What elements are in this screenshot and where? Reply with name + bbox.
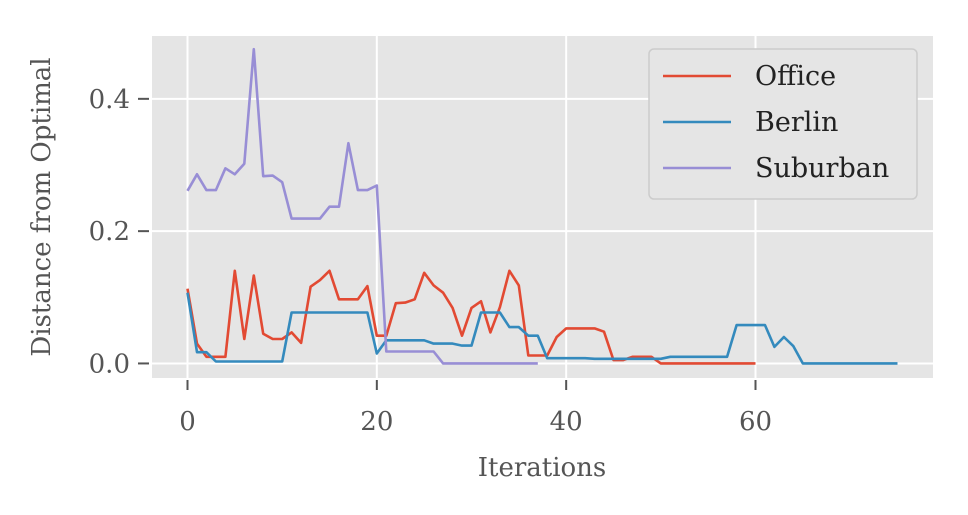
x-tick-label: 60 (739, 407, 772, 437)
series-group (186, 47, 898, 365)
series-line-office (186, 269, 756, 365)
series-line-suburban (186, 47, 538, 365)
legend-label-office: Office (755, 61, 836, 92)
x-tick-label: 0 (179, 407, 196, 437)
y-axis-label: Distance from Optimal (27, 57, 57, 356)
x-tick-label: 20 (360, 407, 393, 437)
legend-box (648, 48, 918, 200)
legend-label-suburban: Suburban (755, 153, 889, 184)
y-tick-label: 0.2 (89, 217, 130, 247)
legend-label-berlin: Berlin (755, 107, 838, 138)
y-tick-label: 0.0 (89, 349, 130, 379)
y-tick-label: 0.4 (89, 85, 130, 115)
legend: Office Berlin Suburban (648, 48, 918, 200)
axis-ticks: 0 20 40 60 0.0 0.2 0.4 (89, 85, 772, 437)
series-line-berlin (186, 292, 898, 365)
x-axis-label: Iterations (478, 453, 607, 483)
x-tick-label: 40 (550, 407, 583, 437)
